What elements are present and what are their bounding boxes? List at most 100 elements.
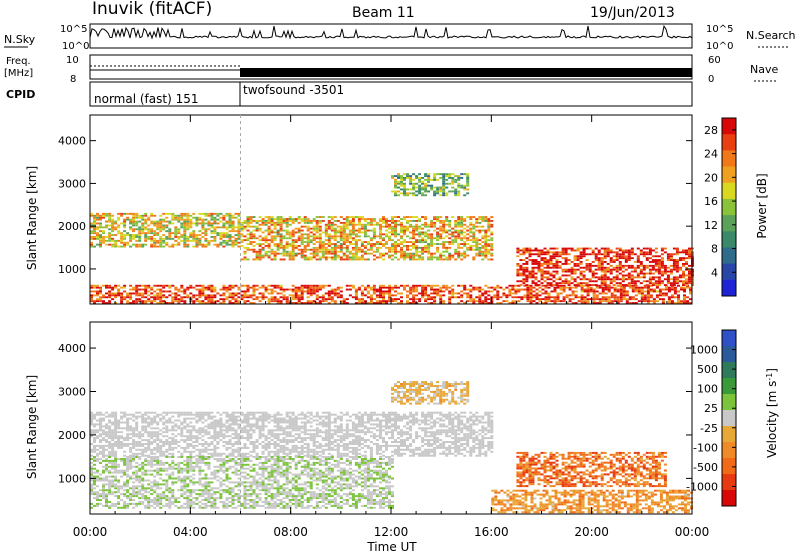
data-cell [276,302,280,304]
data-cell [496,294,500,297]
data-cell [360,302,364,304]
data-cell [150,433,154,436]
data-cell [261,450,265,453]
data-cell [345,288,349,291]
data-cell [525,266,529,269]
data-cell [129,228,133,231]
data-cell [159,218,163,221]
data-cell [615,247,619,250]
data-cell [258,220,262,222]
data-cell [309,239,313,242]
data-cell [270,220,274,222]
data-cell [255,256,259,259]
data-cell [135,425,139,428]
data-cell [264,237,268,240]
data-cell [114,431,118,434]
data-cell [601,286,605,289]
data-cell [150,232,154,235]
data-cell [360,241,364,243]
data-cell [433,192,437,195]
data-cell [655,296,659,299]
data-cell [117,441,121,443]
data-cell [624,261,628,263]
data-cell [603,255,607,258]
data-cell [345,227,349,230]
data-cell [439,294,443,297]
data-cell [400,250,403,253]
data-cell [132,433,136,436]
data-cell [612,268,616,271]
data-cell [640,298,644,301]
data-cell [189,234,193,236]
data-cell [108,441,112,443]
data-cell [400,180,403,183]
data-cell [406,192,409,195]
data-cell [463,245,467,247]
data-cell [159,222,163,225]
data-cell [529,294,533,297]
data-cell [451,254,455,257]
data-cell [93,417,96,420]
data-cell [141,245,145,248]
data-cell [400,300,403,303]
data-cell [648,282,652,285]
data-cell [219,298,223,301]
data-cell [433,298,437,301]
data-cell [672,261,676,263]
data-cell [645,264,649,267]
data-cell [466,182,470,185]
data-cell [348,288,352,291]
data-cell [252,237,256,240]
data-cell [475,243,479,245]
data-cell [522,268,526,271]
data-cell [189,226,193,229]
data-cell [534,253,538,256]
data-cell [93,218,96,221]
data-cell [282,288,286,291]
data-cell [460,237,464,240]
data-cell [123,411,127,414]
data-cell [418,186,422,189]
data-cell [400,175,403,177]
data-cell [490,223,494,226]
data-cell [667,286,671,289]
data-cell [615,282,619,285]
data-cell [141,417,145,420]
data-cell [406,225,409,228]
data-cell [369,300,373,303]
data-cell [366,235,370,238]
data-cell [216,423,220,426]
data-cell [627,259,631,261]
data-cell [141,444,145,447]
data-cell [685,280,688,283]
data-cell [135,302,139,304]
data-cell [508,294,512,297]
data-cell [279,439,283,442]
data-cell [195,421,199,424]
data-cell [216,226,220,229]
data-cell [622,296,626,299]
data-cell [264,417,268,420]
data-cell [466,237,470,240]
data-cell [357,235,361,238]
data-cell [99,239,102,242]
data-cell [555,255,559,258]
data-cell [412,216,416,218]
data-cell [249,437,253,440]
data-cell [153,427,157,430]
data-cell [412,243,416,245]
data-cell [144,417,148,420]
data-cell [672,280,676,283]
data-cell [201,413,205,416]
data-cell [210,296,214,299]
data-cell [601,300,605,303]
data-cell [457,233,461,236]
data-cell [102,300,105,303]
data-cell [204,433,208,436]
data-cell [600,257,604,260]
data-cell [345,246,349,249]
data-cell [418,173,422,176]
data-cell [288,421,292,424]
data-cell [309,221,313,224]
data-cell [552,253,556,256]
